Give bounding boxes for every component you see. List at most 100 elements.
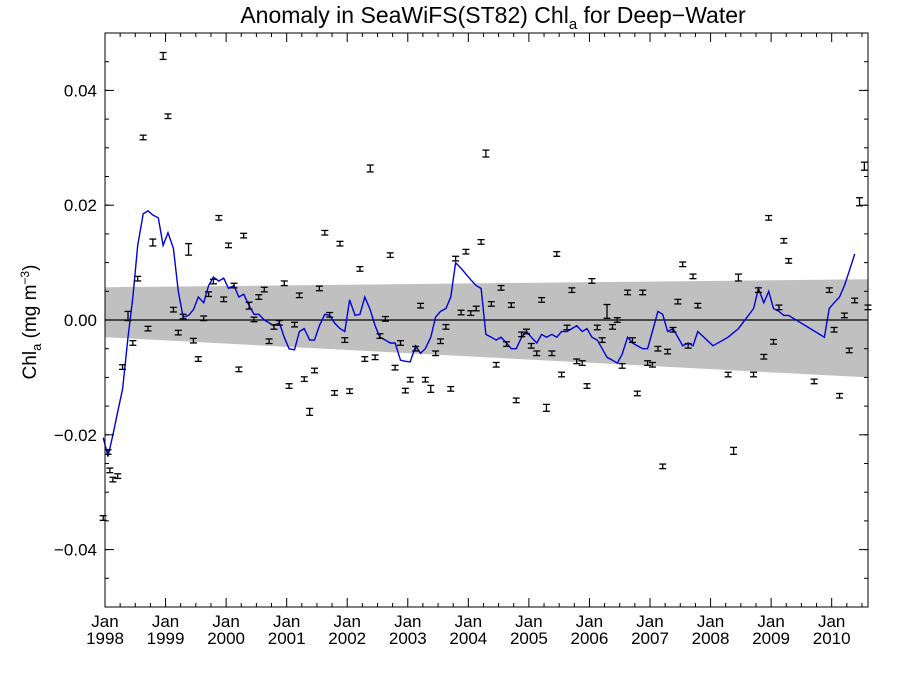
data-point	[391, 364, 399, 371]
data-point	[412, 345, 420, 352]
data-point	[381, 315, 389, 322]
y-tick-label: 0.00	[64, 311, 97, 330]
data-point	[573, 358, 581, 365]
data-point	[280, 280, 288, 287]
y-axis-label: Chla (mg m−3)	[18, 265, 44, 380]
data-point	[674, 298, 682, 305]
data-point	[497, 284, 505, 291]
data-point	[568, 287, 576, 294]
data-point	[492, 361, 500, 368]
data-point	[538, 296, 546, 303]
x-tick-month: Jan	[394, 612, 421, 631]
data-point	[734, 273, 742, 282]
x-tick-year: 2010	[813, 629, 851, 648]
data-point	[341, 337, 349, 344]
chart-title-main: Anomaly in SeaWiFS(ST82) Chl	[240, 2, 569, 28]
data-point	[694, 302, 702, 309]
x-tick-year: 2004	[449, 629, 487, 648]
data-point	[436, 338, 444, 345]
data-point	[144, 325, 152, 332]
data-point	[406, 376, 414, 383]
data-point	[654, 345, 662, 352]
data-point	[376, 333, 384, 340]
x-tick-month: Jan	[91, 612, 118, 631]
data-point	[780, 237, 788, 244]
x-tick-month: Jan	[697, 612, 724, 631]
data-point	[421, 376, 429, 383]
data-point	[775, 304, 783, 311]
data-point	[679, 261, 687, 268]
data-point	[845, 347, 853, 354]
x-tick-month: Jan	[757, 612, 784, 631]
data-point	[205, 291, 213, 298]
data-point	[401, 387, 409, 394]
data-point	[230, 282, 238, 289]
x-tick-month: Jan	[636, 612, 663, 631]
data-point	[447, 385, 455, 392]
confidence-band	[105, 279, 868, 378]
data-point	[603, 303, 611, 319]
data-point	[311, 367, 319, 374]
data-point	[856, 197, 864, 207]
data-point	[215, 214, 223, 221]
data-point	[689, 273, 697, 280]
data-point	[371, 354, 379, 361]
y-label-close: )	[20, 265, 41, 271]
data-point	[432, 350, 440, 357]
data-point	[724, 371, 732, 378]
x-tick-year: 2006	[571, 629, 609, 648]
data-point	[527, 342, 535, 349]
data-point	[164, 113, 172, 120]
data-point	[533, 350, 541, 357]
y-label-exponent: −3	[18, 271, 32, 285]
data-point	[285, 383, 293, 389]
data-point	[275, 319, 283, 326]
data-point	[518, 331, 526, 338]
data-point	[542, 403, 550, 412]
data-point	[659, 463, 667, 470]
data-point	[507, 302, 515, 309]
plot-area	[99, 51, 872, 521]
data-point	[174, 329, 182, 336]
data-point	[149, 238, 157, 247]
data-point	[760, 353, 768, 360]
data-point	[522, 328, 530, 335]
x-tick-year: 2007	[631, 629, 669, 648]
x-tick-month: Jan	[334, 612, 361, 631]
x-tick-year: 2005	[510, 629, 548, 648]
x-tick-month: Jan	[152, 612, 179, 631]
data-point	[397, 340, 405, 346]
x-tick-year: 2000	[207, 629, 245, 648]
chart-title-suffix: for Deep−Water	[577, 2, 746, 28]
data-point	[664, 348, 672, 355]
y-tick-label: 0.04	[64, 81, 97, 100]
x-tick-month: Jan	[455, 612, 482, 631]
data-point	[593, 324, 601, 331]
data-point	[613, 317, 621, 323]
data-point	[563, 324, 571, 331]
data-point	[260, 286, 268, 293]
x-tick-year: 1998	[86, 629, 124, 648]
data-point	[321, 229, 329, 236]
data-point	[220, 296, 228, 303]
data-point	[240, 232, 248, 239]
data-point	[472, 305, 480, 312]
y-tick-label: −0.02	[54, 426, 97, 445]
x-tick-month: Jan	[818, 612, 845, 631]
data-point	[194, 356, 202, 362]
data-point	[134, 275, 142, 282]
data-point	[512, 397, 520, 404]
data-point	[291, 321, 299, 328]
x-tick-month: Jan	[273, 612, 300, 631]
x-tick-year: 2009	[752, 629, 790, 648]
data-point	[295, 292, 303, 299]
x-tick-year: 2001	[268, 629, 306, 648]
data-point	[106, 467, 114, 474]
data-point	[265, 338, 273, 345]
x-tick-month: Jan	[212, 612, 239, 631]
data-point	[810, 378, 818, 385]
data-point	[548, 350, 556, 357]
data-point	[750, 371, 758, 378]
y-axis: 0.04 0.02 0.00 −0.02 −0.04	[54, 32, 868, 608]
